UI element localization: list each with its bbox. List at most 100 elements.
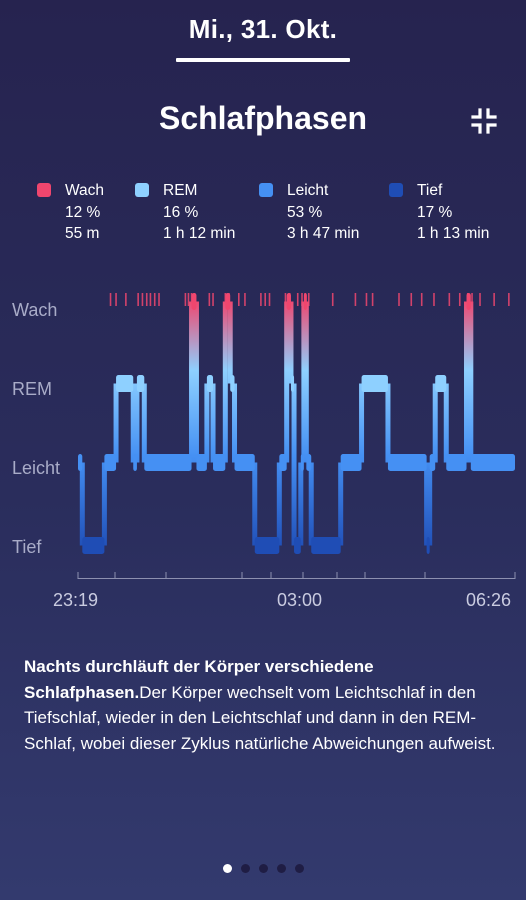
- date-tab-indicator: [176, 58, 350, 62]
- legend-duration: 55 m: [65, 225, 100, 242]
- stage-bar-rem: [206, 375, 214, 392]
- wake-ticks-layer: [109, 293, 510, 306]
- x-tick-label-end: 06:26: [466, 590, 512, 610]
- legend-percent: 12 %: [65, 203, 101, 221]
- wake-tick: [296, 293, 299, 306]
- page-dot[interactable]: [240, 864, 250, 873]
- description-bold: Nachts durchläuft der Körper verschieden…: [24, 657, 374, 702]
- stage-transition-line: [359, 383, 365, 463]
- stage-bar-rem: [116, 375, 134, 392]
- wake-tick: [212, 293, 214, 306]
- stage-transition-line: [291, 383, 297, 546]
- page-dot[interactable]: [258, 864, 268, 873]
- stage-transition-line: [276, 462, 282, 546]
- stage-bar-leicht: [429, 454, 436, 471]
- y-axis-label-tief: Tief: [12, 537, 42, 557]
- sleep-stages-chart: [77, 293, 516, 579]
- wake-tick: [109, 293, 112, 306]
- stage-transition-line: [227, 301, 233, 384]
- page-indicator: [0, 864, 526, 878]
- stage-bar-tief: [294, 537, 301, 554]
- stage-bar-tief: [311, 537, 341, 554]
- wake-tick: [508, 293, 510, 306]
- page-dot[interactable]: [276, 864, 286, 873]
- wake-tick: [420, 293, 423, 306]
- stage-transition-line: [385, 383, 391, 463]
- x-tick-label-start: 23:19: [53, 590, 99, 610]
- stage-transition-line: [298, 462, 304, 546]
- legend-swatch: [389, 183, 403, 197]
- wake-tick: [115, 293, 117, 306]
- x-tick-label-mid: 03:00: [277, 590, 323, 610]
- wake-tick: [145, 293, 148, 306]
- wake-tick: [264, 293, 266, 306]
- wake-tick: [301, 293, 303, 306]
- date-tab[interactable]: Mi., 31. Okt.: [188, 14, 338, 44]
- wake-tick: [433, 293, 435, 306]
- stage-transition-line: [284, 301, 290, 463]
- stage-bar-leicht: [234, 454, 255, 471]
- stage-bar-leicht: [300, 454, 304, 471]
- stage-bar-wach: [466, 293, 471, 310]
- stage-bar-wach: [286, 293, 291, 310]
- stage-transition-line: [193, 301, 199, 463]
- stage-transition-line: [464, 301, 470, 463]
- page-dot[interactable]: [222, 864, 232, 873]
- wake-tick: [141, 293, 144, 306]
- stage-transition-line: [468, 301, 474, 463]
- description-body: Der Körper wechselt vom Leichtschlaf in …: [24, 682, 496, 753]
- legend-swatch: [37, 183, 51, 197]
- stage-transition-line: [288, 301, 294, 384]
- stage-bar-leicht: [196, 454, 207, 471]
- stage-bar-tief: [82, 537, 105, 554]
- wake-tick: [371, 293, 374, 306]
- legend-percent: 16 %: [163, 203, 199, 221]
- stage-bar-leicht: [78, 454, 83, 471]
- wake-tick: [458, 293, 461, 306]
- wake-tick: [471, 293, 473, 306]
- wake-tick: [125, 293, 127, 306]
- wake-tick: [448, 293, 451, 306]
- y-axis-label-rem: REM: [12, 379, 52, 399]
- stage-transition-line: [141, 383, 147, 463]
- stage-bar-rem: [230, 375, 235, 392]
- stage-bar-leicht: [144, 454, 192, 471]
- stage-transition-line: [79, 462, 85, 546]
- stage-bar-leicht: [387, 454, 427, 471]
- legend-percent: 17 %: [417, 203, 453, 221]
- stage-transition-line: [252, 462, 258, 546]
- stage-bar-rem: [290, 375, 295, 392]
- collapse-icon[interactable]: [470, 107, 498, 135]
- legend-duration: 1 h 13 min: [417, 225, 490, 242]
- stage-bar-leicht: [104, 454, 117, 471]
- wake-tick: [354, 293, 357, 306]
- wake-tick: [153, 293, 156, 306]
- legend-stage-name: Wach: [65, 182, 105, 199]
- wake-tick: [184, 293, 187, 306]
- wake-tick: [284, 293, 287, 306]
- stage-bar-tief: [426, 537, 430, 554]
- stage-bar-leicht: [470, 454, 515, 471]
- wake-tick: [149, 293, 152, 306]
- legend-percent: 53 %: [287, 203, 323, 221]
- wake-tick: [365, 293, 368, 306]
- wake-tick: [187, 293, 190, 306]
- stage-bar-wach: [303, 293, 307, 310]
- bars-layer: [78, 293, 515, 554]
- stage-transition-line: [338, 462, 344, 546]
- stage-bar-leicht: [213, 454, 226, 471]
- wake-tick: [238, 293, 240, 306]
- stage-transition-line: [308, 462, 314, 546]
- stage-bar-leicht: [133, 454, 137, 471]
- stage-transition-line: [222, 301, 228, 463]
- wake-tick: [208, 293, 211, 306]
- wake-tick: [268, 293, 271, 306]
- page-dot[interactable]: [294, 864, 304, 873]
- wake-tick: [331, 293, 334, 306]
- stage-transition-line: [134, 383, 140, 463]
- stage-bar-tief: [254, 537, 280, 554]
- stage-transition-line: [443, 383, 449, 463]
- wake-tick: [479, 293, 481, 306]
- wake-tick: [493, 293, 495, 306]
- stage-transition-line: [204, 383, 210, 463]
